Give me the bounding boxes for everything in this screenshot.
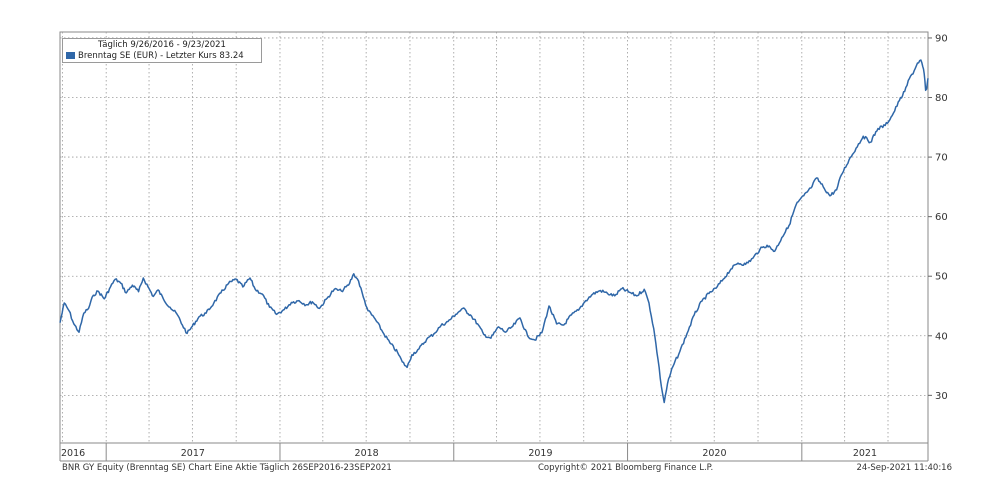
grid-lines: [60, 32, 928, 443]
x-tick-label: 2017: [181, 448, 205, 459]
chart-legend: Täglich 9/26/2016 - 9/23/2021 Brenntag S…: [62, 38, 262, 63]
y-tick-label: 40: [935, 331, 948, 342]
x-tick-label: 2019: [528, 448, 552, 459]
legend-entry-label: Brenntag SE (EUR) - Letzter Kurs 83.24: [78, 51, 244, 61]
footer-ticker-info: BNR GY Equity (Brenntag SE) Chart Eine A…: [62, 463, 392, 473]
legend-period: Täglich 9/26/2016 - 9/23/2021: [98, 40, 226, 50]
y-tick-label: 30: [935, 391, 948, 402]
axes: 30 40 50 60 70 80 90 2016 2017 2018 2019 2020 2021: [59, 33, 948, 462]
x-tick-label: 2016: [61, 448, 85, 459]
x-tick-label: 2018: [355, 448, 379, 459]
price-line: [59, 59, 929, 404]
x-tick-label: 2021: [853, 448, 877, 459]
x-tick-label: 2020: [702, 448, 726, 459]
plot-area: [59, 31, 929, 444]
series-layer: [59, 59, 929, 404]
legend-entry: Brenntag SE (EUR) - Letzter Kurs 83.24: [66, 51, 244, 61]
y-tick-label: 90: [935, 33, 948, 44]
y-tick-label: 60: [935, 212, 948, 223]
y-tick-label: 80: [935, 93, 948, 104]
footer-copyright: Copyright© 2021 Bloomberg Finance L.P.: [538, 463, 714, 473]
footer-timestamp: 24-Sep-2021 11:40:16: [856, 463, 952, 473]
y-tick-label: 50: [935, 272, 948, 283]
y-tick-label: 70: [935, 153, 948, 164]
legend-swatch: [66, 52, 75, 59]
